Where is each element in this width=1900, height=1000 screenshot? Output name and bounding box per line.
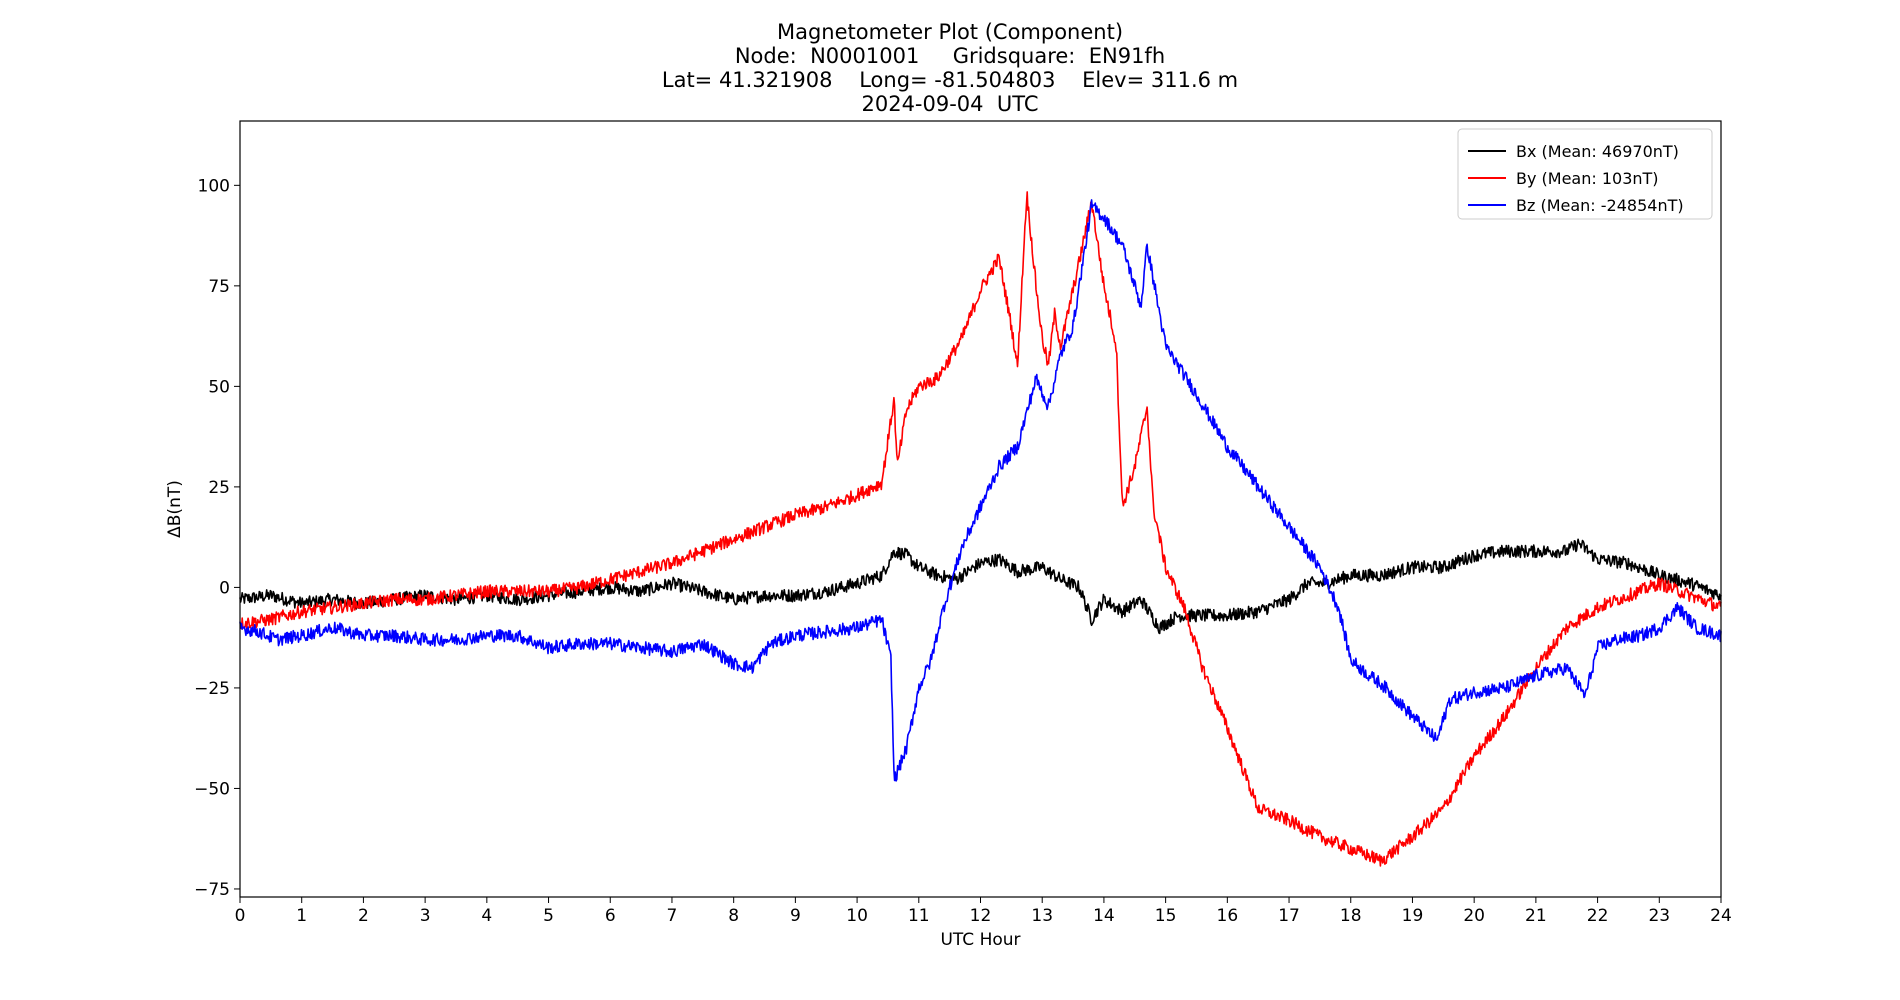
y-tick-label: 25: [208, 478, 230, 498]
x-tick-label: 0: [235, 906, 246, 926]
x-tick-label: 24: [1710, 906, 1732, 926]
series-layer: [239, 191, 1722, 867]
chart-title: Magnetometer Plot (Component) Node: N000…: [0, 20, 1900, 116]
y-tick-label: 0: [219, 578, 230, 598]
x-tick-label: 1: [296, 906, 307, 926]
x-tick-label: 8: [728, 906, 739, 926]
legend-label: Bx (Mean: 46970nT): [1516, 142, 1679, 161]
x-tick-label: 4: [481, 906, 492, 926]
x-tick-label: 13: [1031, 906, 1053, 926]
legend: Bx (Mean: 46970nT) By (Mean: 103nT) Bz (Me…: [1457, 128, 1713, 220]
x-axis-ticks: 0 1 2 3 4 5 6 7 8 9 10 11 12 13 14 15 16 17 18 19 20 21 22 23 24: [235, 897, 1732, 926]
series-line-by: [239, 191, 1722, 867]
x-tick-label: 6: [605, 906, 616, 926]
legend-label: Bz (Mean: -24854nT): [1516, 196, 1684, 215]
x-tick-label: 11: [908, 906, 930, 926]
x-tick-label: 5: [543, 906, 554, 926]
y-tick-label: −75: [194, 880, 230, 900]
x-tick-label: 18: [1340, 906, 1362, 926]
x-tick-label: 22: [1587, 906, 1609, 926]
y-axis-ticks: −75 −50 −25 0 25 50 75 100: [194, 176, 240, 900]
chart-title-line-2: Node: N0001001 Gridsquare: EN91fh: [734, 44, 1166, 68]
x-tick-label: 21: [1525, 906, 1547, 926]
x-tick-label: 20: [1463, 906, 1485, 926]
legend-box: [1457, 128, 1713, 220]
chart-title-line-3: Lat= 41.321908 Long= -81.504803 Elev= 31…: [661, 68, 1239, 92]
y-tick-label: −50: [194, 779, 230, 799]
y-tick-label: 100: [198, 176, 230, 196]
y-tick-label: 50: [208, 377, 230, 397]
x-tick-label: 2: [358, 906, 369, 926]
y-axis-label: ΔB(nT): [165, 480, 185, 538]
y-tick-label: 75: [208, 277, 230, 297]
x-tick-label: 10: [846, 906, 868, 926]
y-tick-label: −25: [194, 679, 230, 699]
x-tick-label: 17: [1278, 906, 1300, 926]
x-tick-label: 19: [1402, 906, 1424, 926]
x-tick-label: 16: [1217, 906, 1239, 926]
x-tick-label: 14: [1093, 906, 1115, 926]
chart-title-line-1: Magnetometer Plot (Component): [776, 20, 1124, 44]
chart-title-line-4: 2024-09-04 UTC: [861, 92, 1039, 116]
series-line-bx: [239, 538, 1722, 635]
x-tick-label: 12: [970, 906, 992, 926]
series-line-bz: [239, 199, 1722, 782]
legend-label: By (Mean: 103nT): [1516, 169, 1659, 188]
x-tick-label: 3: [420, 906, 431, 926]
x-tick-label: 7: [667, 906, 678, 926]
x-tick-label: 9: [790, 906, 801, 926]
x-axis-label: UTC Hour: [940, 930, 1020, 950]
x-tick-label: 23: [1648, 906, 1670, 926]
x-tick-label: 15: [1155, 906, 1177, 926]
